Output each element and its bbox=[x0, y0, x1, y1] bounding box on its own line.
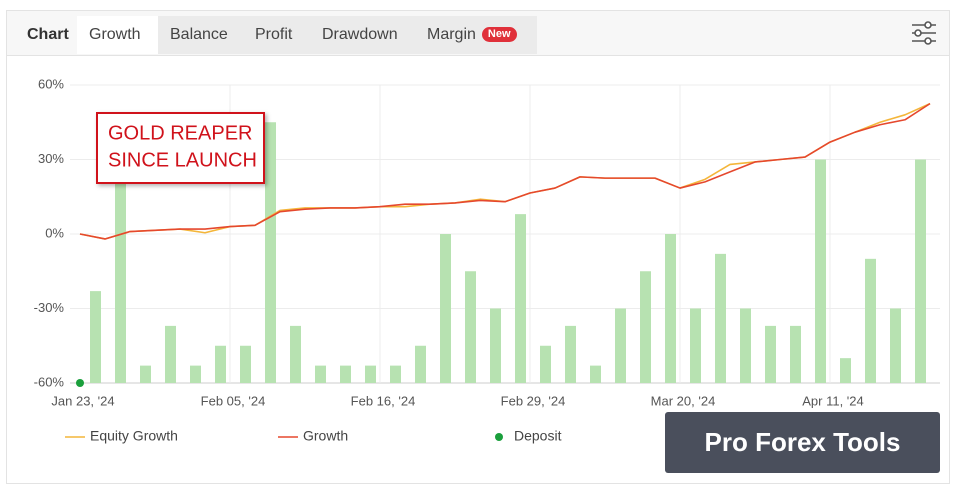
bar bbox=[340, 365, 351, 383]
y-tick-label: 30% bbox=[38, 151, 64, 166]
tab-label: Growth bbox=[89, 26, 141, 43]
tab-label: Balance bbox=[170, 26, 228, 43]
bar bbox=[765, 325, 776, 383]
bar bbox=[590, 365, 601, 383]
bar bbox=[265, 122, 276, 383]
tab-bar: Chart Growth Balance Profit Drawdown Margin Ne… bbox=[7, 11, 949, 56]
bar bbox=[515, 214, 526, 383]
bar bbox=[840, 358, 851, 383]
tab[interactable]: Margin New bbox=[415, 16, 537, 54]
bar bbox=[615, 308, 626, 383]
bar bbox=[290, 325, 301, 383]
tab-label: Drawdown bbox=[322, 26, 398, 43]
bar bbox=[640, 271, 651, 383]
bar bbox=[790, 325, 801, 383]
bar bbox=[740, 308, 751, 383]
x-tick-label: Jan 23, '24 bbox=[51, 393, 114, 408]
y-tick-label: 0% bbox=[45, 225, 64, 240]
bar bbox=[540, 345, 551, 383]
tab: Chart bbox=[15, 16, 77, 54]
bar bbox=[690, 308, 701, 383]
tab[interactable]: Drawdown bbox=[310, 16, 415, 54]
chart-frame bbox=[6, 10, 950, 484]
settings-icon[interactable] bbox=[912, 21, 936, 45]
bar bbox=[215, 345, 226, 383]
bar bbox=[865, 258, 876, 383]
annotation-box bbox=[96, 112, 265, 184]
bar bbox=[90, 291, 101, 383]
bar bbox=[815, 159, 826, 383]
bar bbox=[715, 253, 726, 383]
legend-marker bbox=[495, 433, 503, 441]
bar bbox=[315, 365, 326, 383]
bar bbox=[565, 325, 576, 383]
bar bbox=[465, 271, 476, 383]
y-tick-label: -30% bbox=[34, 300, 65, 315]
x-tick-label: Apr 11, '24 bbox=[802, 393, 864, 408]
x-tick-label: Feb 16, '24 bbox=[351, 393, 416, 408]
bar bbox=[490, 308, 501, 383]
new-badge: New bbox=[481, 27, 517, 42]
x-tick-label: Feb 05, '24 bbox=[201, 393, 266, 408]
bar bbox=[240, 345, 251, 383]
legend-label: Deposit bbox=[514, 428, 562, 444]
bar bbox=[390, 365, 401, 383]
bar bbox=[140, 365, 151, 383]
bar bbox=[365, 365, 376, 383]
y-tick-label: 60% bbox=[38, 76, 64, 91]
bar bbox=[115, 179, 126, 383]
x-tick-label: Feb 29, '24 bbox=[501, 393, 566, 408]
watermark: Pro Forex Tools bbox=[665, 412, 940, 473]
bar bbox=[665, 234, 676, 383]
tab[interactable]: Balance bbox=[158, 16, 243, 54]
y-tick-label: -60% bbox=[34, 374, 65, 389]
line bbox=[79, 102, 931, 240]
tab-label: Profit bbox=[255, 26, 293, 43]
bar bbox=[190, 365, 201, 383]
tab-label: Chart bbox=[27, 26, 69, 43]
annotation-text: GOLD REAPER bbox=[108, 122, 252, 144]
point bbox=[76, 379, 84, 387]
tab[interactable]: Growth bbox=[77, 16, 158, 54]
bar bbox=[915, 159, 926, 383]
bar bbox=[415, 345, 426, 383]
bar bbox=[165, 325, 176, 383]
tab[interactable]: Profit bbox=[243, 16, 310, 54]
bar bbox=[890, 308, 901, 383]
annotation-text: SINCE LAUNCH bbox=[108, 149, 257, 171]
legend-label: Growth bbox=[303, 428, 348, 444]
x-tick-label: Mar 20, '24 bbox=[651, 393, 716, 408]
bar bbox=[440, 234, 451, 383]
tab-label: Margin bbox=[427, 26, 476, 43]
legend-label: Equity Growth bbox=[90, 428, 178, 444]
annotation: GOLD REAPER SINCE LAUNCH bbox=[96, 112, 265, 184]
